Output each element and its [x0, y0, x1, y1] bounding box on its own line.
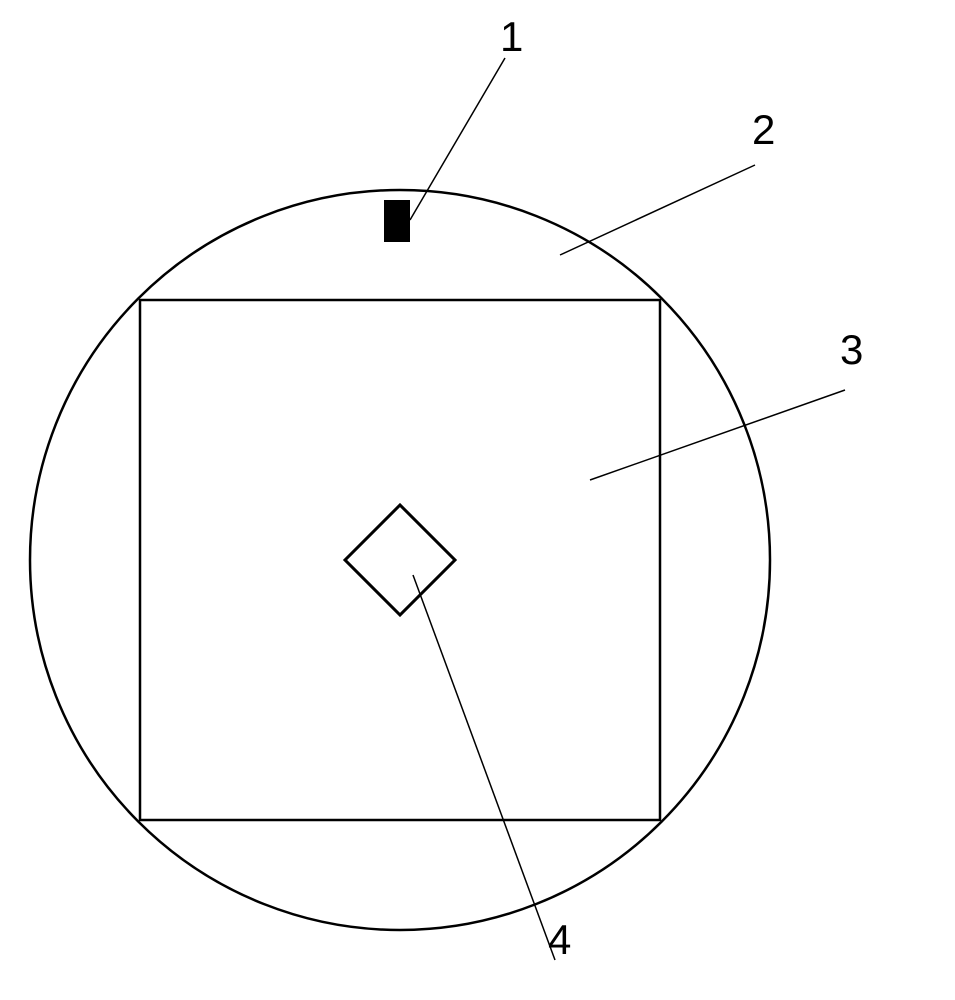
leader-line-2: [560, 165, 755, 255]
leader-line-3: [590, 390, 845, 480]
label-3: 3: [840, 326, 863, 374]
outer-square: [140, 300, 660, 820]
diagram-canvas: [0, 0, 955, 1000]
label-1: 1: [500, 13, 523, 61]
label-2: 2: [752, 106, 775, 154]
black-marker: [384, 200, 410, 242]
inner-diamond: [345, 505, 455, 615]
leader-line-4: [413, 575, 555, 960]
label-4: 4: [548, 916, 571, 964]
